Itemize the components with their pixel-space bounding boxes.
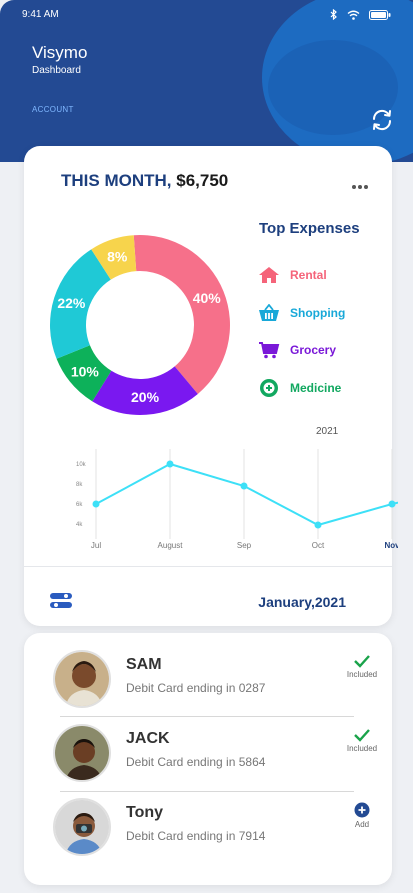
cart-icon — [259, 342, 280, 359]
donut-slice-label: 22% — [57, 295, 86, 311]
wifi-icon — [347, 10, 360, 20]
donut-slice[interactable] — [56, 345, 112, 402]
basket-icon — [259, 304, 279, 321]
card-list: SAM Debit Card ending in 0287 Included J… — [24, 633, 392, 885]
list-item[interactable]: SAM Debit Card ending in 0287 Included — [24, 650, 392, 724]
app-subtitle: Dashboard — [32, 65, 81, 76]
card-detail: Debit Card ending in 7914 — [126, 829, 266, 843]
donut-slice-label: 20% — [131, 389, 160, 405]
x-tick-label: Sep — [237, 541, 252, 550]
donut-slice[interactable] — [50, 249, 111, 359]
header-decoration-inner — [268, 40, 398, 135]
data-point[interactable] — [240, 482, 248, 490]
medicine-icon — [260, 379, 278, 397]
donut-slice[interactable] — [92, 366, 198, 415]
cardholder-name: JACK — [126, 730, 170, 747]
bluetooth-icon — [330, 9, 337, 20]
legend-item-grocery[interactable]: Grocery — [258, 341, 336, 359]
check-icon — [354, 655, 370, 668]
status-bar: 9:41 AM — [22, 9, 391, 23]
expense-card: THIS MONTH, $6,750 40% 20% 10% 22% 8% Top Ex… — [24, 146, 398, 626]
chart-year: 2021 — [316, 426, 339, 437]
more-options-icon[interactable] — [350, 176, 368, 194]
month-summary: THIS MONTH, $6,750 — [61, 171, 228, 191]
card-status[interactable]: Add — [340, 802, 384, 829]
legend-item-medicine[interactable]: Medicine — [258, 378, 341, 398]
data-point[interactable] — [92, 500, 100, 508]
card-status[interactable]: Included — [340, 728, 384, 753]
x-tick-label: August — [158, 541, 184, 550]
status-label: Included — [346, 744, 378, 753]
toggle-icon[interactable] — [50, 592, 72, 610]
refresh-icon[interactable] — [370, 108, 394, 132]
data-point[interactable] — [166, 460, 174, 468]
check-icon — [354, 729, 370, 742]
donut-slice[interactable] — [133, 235, 231, 394]
list-separator — [60, 716, 354, 717]
status-label: Add — [354, 820, 370, 829]
legend-item-rental[interactable]: Rental — [258, 266, 327, 284]
card-detail: Debit Card ending in 0287 — [126, 681, 266, 695]
period-label: THIS MONTH, — [61, 171, 172, 190]
total-amount: $6,750 — [176, 171, 229, 190]
list-item[interactable]: JACK Debit Card ending in 5864 Included — [24, 724, 392, 798]
y-tick-label: 10k — [76, 462, 87, 468]
data-point[interactable] — [314, 521, 322, 529]
y-tick-label: 6k — [76, 502, 83, 508]
x-tick-label: Nov — [384, 541, 398, 550]
header: 9:41 AM Visymo Dashboard ACCOUNT — [0, 0, 413, 162]
x-tick-label: Oct — [312, 541, 325, 550]
home-icon — [259, 267, 279, 283]
legend-label: Rental — [290, 268, 327, 282]
app-title: Visymo — [32, 43, 88, 62]
donut-slice-label: 8% — [107, 249, 128, 265]
avatar — [53, 650, 111, 708]
card-divider — [24, 566, 392, 567]
avatar — [53, 798, 111, 856]
card-status[interactable]: Included — [340, 654, 384, 679]
battery-icon — [369, 9, 391, 20]
donut-slice-label: 10% — [71, 363, 100, 379]
x-tick-label: Jul — [91, 541, 101, 550]
y-tick-label: 4k — [76, 522, 83, 528]
status-time: 9:41 AM — [22, 9, 59, 20]
selected-month[interactable]: January,2021 — [258, 594, 346, 610]
legend-label: Grocery — [290, 343, 337, 357]
card-detail: Debit Card ending in 5864 — [126, 755, 266, 769]
expense-donut-chart: 40% 20% 10% 22% 8% — [50, 235, 231, 415]
account-link[interactable]: ACCOUNT — [32, 105, 74, 114]
data-point[interactable] — [388, 500, 396, 508]
legend-label: Medicine — [290, 381, 342, 395]
expense-line-chart: Jul August Sep Oct Nov 10k 8k 6k 4k — [76, 449, 398, 550]
avatar — [53, 724, 111, 782]
donut-slice[interactable] — [91, 235, 137, 280]
line-series — [95, 462, 398, 527]
donut-slice-label: 40% — [193, 290, 222, 306]
legend-title: Top Expenses — [259, 220, 360, 237]
legend-label: Shopping — [290, 306, 346, 320]
cardholder-name: SAM — [126, 656, 162, 673]
cardholder-name: Tony — [126, 804, 164, 821]
status-label: Included — [346, 670, 378, 679]
plus-icon — [354, 802, 370, 818]
list-item[interactable]: Tony Debit Card ending in 7914 Add — [24, 798, 392, 872]
list-separator — [60, 791, 354, 792]
legend-item-shopping[interactable]: Shopping — [258, 304, 345, 322]
y-tick-label: 8k — [76, 482, 83, 488]
